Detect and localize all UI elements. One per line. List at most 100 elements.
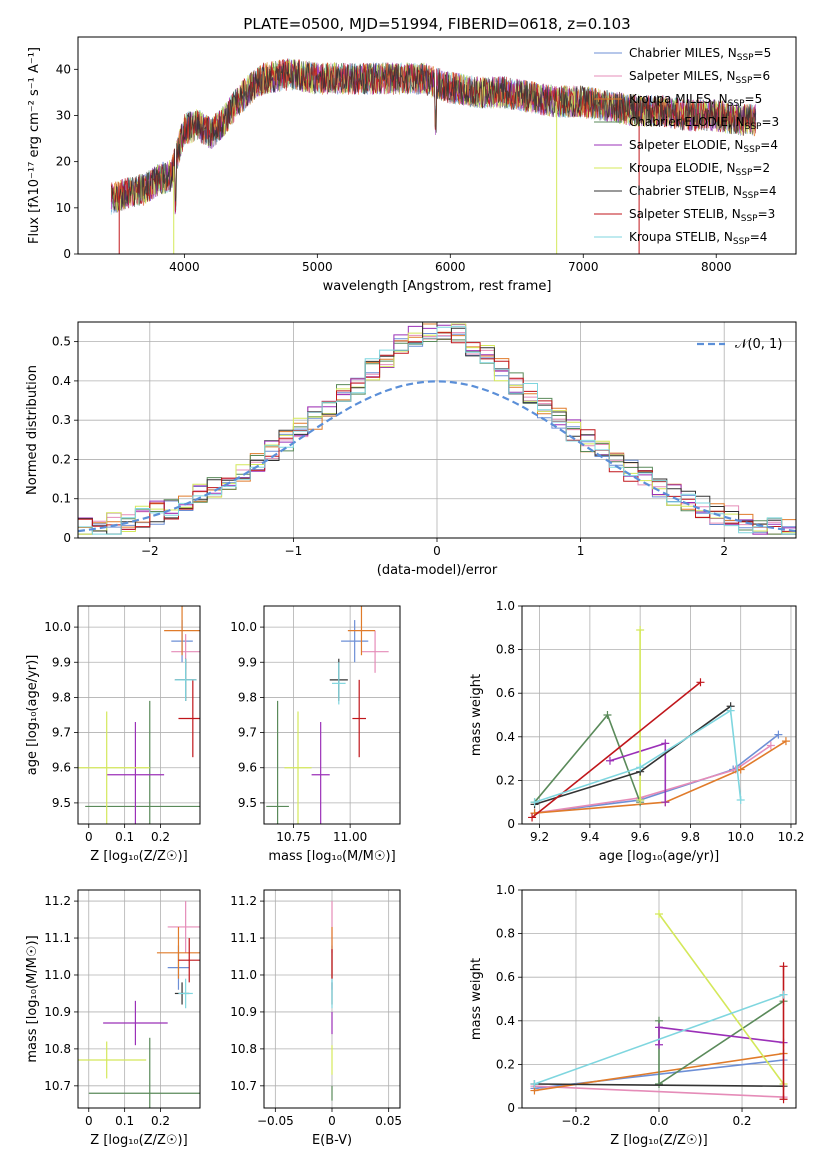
- y-tick-label: 30: [56, 108, 71, 122]
- weight-line: [534, 705, 732, 806]
- weight-point: [736, 796, 745, 805]
- y-tick-label: 0.6: [496, 970, 515, 984]
- y-tick-label: 9.8: [52, 690, 71, 704]
- y-tick-label: 1.0: [496, 599, 515, 613]
- x-tick-label: 7000: [568, 260, 599, 274]
- legend-entry: Kroupa MILES, NSSP=5: [629, 92, 762, 109]
- weight-point: [655, 1040, 663, 1049]
- weight-point: [766, 741, 775, 750]
- y-tick-label: 0.1: [52, 492, 71, 506]
- spectrum-line: [110, 58, 757, 213]
- spectrum-line: [110, 59, 757, 212]
- weight-point: [530, 1080, 539, 1089]
- y-tick-label: 9.5: [238, 796, 257, 810]
- axes-frame: [77, 36, 797, 255]
- y-tick-label: 0: [63, 247, 71, 261]
- y-tick-label: 0: [507, 1101, 515, 1115]
- weight-point: [605, 756, 614, 765]
- y-tick-label: 11.1: [230, 931, 257, 945]
- x-tick-label: 8000: [701, 260, 732, 274]
- x-tick-label: −2: [141, 544, 159, 558]
- y-tick-label: 0.4: [496, 730, 515, 744]
- weight-point: [528, 813, 537, 822]
- x-tick-label: 0.2: [732, 1114, 751, 1128]
- y-tick-label: 40: [56, 62, 71, 76]
- x-tick-label: 5000: [302, 260, 333, 274]
- y-tick-label: 10.9: [230, 1005, 257, 1019]
- x-axis-label: (data-model)/error: [377, 563, 498, 578]
- y-tick-label: 9.8: [238, 690, 257, 704]
- y-tick-label: 9.9: [238, 655, 257, 669]
- weight-point: [781, 737, 790, 746]
- y-tick-label: 9.9: [52, 655, 71, 669]
- y-tick-label: 10.7: [230, 1079, 257, 1093]
- y-tick-label: 0.2: [52, 452, 71, 466]
- weight-line: [658, 913, 785, 1085]
- legend-entry: Kroupa ELODIE, NSSP=2: [629, 161, 770, 178]
- panel-spectrum: 4000 5000 6000 7000 8000 0 10 20 30 40 wavelength …: [27, 36, 797, 294]
- y-tick-label: 10.8: [44, 1042, 71, 1056]
- axes-frame: [521, 605, 797, 825]
- x-tick-label: 0: [433, 544, 441, 558]
- weight-point: [636, 796, 645, 805]
- plot-area: [530, 909, 788, 1104]
- y-axis-label: mass weight: [469, 958, 484, 1040]
- x-tick-label: 9.8: [681, 830, 700, 844]
- weight-point: [696, 678, 705, 687]
- legend-entry: Chabrier MILES, NSSP=5: [629, 46, 771, 63]
- x-tick-label: 4000: [169, 260, 200, 274]
- legend-entry: Chabrier ELODIE, NSSP=3: [629, 115, 779, 132]
- x-tick-label: 9.6: [631, 830, 650, 844]
- weight-point: [636, 763, 645, 772]
- x-tick-label: 10.75: [276, 830, 310, 844]
- x-axis-label: wavelength [Angstrom, rest frame]: [323, 279, 552, 294]
- y-tick-label: 9.6: [52, 761, 71, 775]
- panel-mass_vs_z: 0 0.1 0.2 10.7 10.8 10.9 11.0 11.1 11.2 Z [log₁₀(…: [25, 889, 201, 1148]
- axes-frame: [263, 605, 401, 825]
- y-tick-label: 0.4: [496, 1014, 515, 1028]
- weight-line: [534, 993, 784, 1085]
- panel-residuals: −2 −1 0 1 2 0 0.1 0.2 0.3 0.4 0.5 (data-model)/erro…: [25, 321, 797, 578]
- plot-area: [78, 901, 200, 1108]
- y-tick-label: 1.0: [496, 883, 515, 897]
- axes-frame: [77, 321, 797, 539]
- x-tick-label: −1: [285, 544, 303, 558]
- y-tick-label: 11.2: [44, 894, 71, 908]
- y-tick-label: 9.7: [52, 726, 71, 740]
- weight-line: [534, 709, 742, 803]
- weight-point: [655, 1023, 663, 1032]
- x-tick-label: 9.4: [580, 830, 599, 844]
- x-tick-label: 0.1: [115, 1114, 134, 1128]
- y-tick-label: 9.6: [238, 761, 257, 775]
- weight-line: [658, 1000, 784, 1086]
- weight-point: [655, 909, 663, 918]
- x-tick-label: 0.2: [151, 1114, 170, 1128]
- weight-line: [533, 713, 641, 803]
- spectrum-legend: Chabrier MILES, NSSP=5 Salpeter MILES, NS…: [594, 46, 779, 247]
- normal-reference-curve: [78, 380, 796, 533]
- y-tick-label: 10.8: [230, 1042, 257, 1056]
- x-tick-label: 0.2: [151, 830, 170, 844]
- weight-point: [779, 990, 788, 999]
- x-tick-label: 2: [720, 544, 728, 558]
- x-axis-label: mass [log₁₀(M/M☉)]: [268, 849, 395, 864]
- panel-weight_vs_age: 9.2 9.4 9.6 9.8 10.0 10.2 0 0.2 0.4 0.6 0.8 1.0 age …: [469, 599, 804, 864]
- plot-area: [266, 606, 389, 824]
- weight-line: [531, 681, 702, 819]
- legend-entry: Salpeter MILES, NSSP=6: [629, 69, 770, 86]
- y-tick-label: 0: [63, 531, 71, 545]
- weight-line: [534, 744, 772, 814]
- y-tick-label: 0.8: [496, 927, 515, 941]
- y-tick-label: 0.8: [496, 643, 515, 657]
- figure-title: PLATE=0500, MJD=51994, FIBERID=0618, z=0…: [243, 15, 630, 33]
- y-axis-label: Flux [fλ10⁻¹⁷ erg cm⁻² s⁻¹ A⁻¹]: [27, 47, 42, 244]
- plot-area: [110, 58, 757, 254]
- x-tick-label: 11.00: [333, 830, 367, 844]
- x-tick-label: −0.2: [561, 1114, 590, 1128]
- y-tick-label: 0.4: [52, 374, 71, 388]
- y-tick-label: 0.2: [496, 773, 515, 787]
- x-axis-label: Z [log₁₀(Z/Z☉)]: [90, 849, 187, 864]
- axes-frame: [77, 605, 201, 825]
- legend-entry: 𝒩(0, 1): [735, 337, 782, 352]
- y-tick-label: 9.7: [238, 726, 257, 740]
